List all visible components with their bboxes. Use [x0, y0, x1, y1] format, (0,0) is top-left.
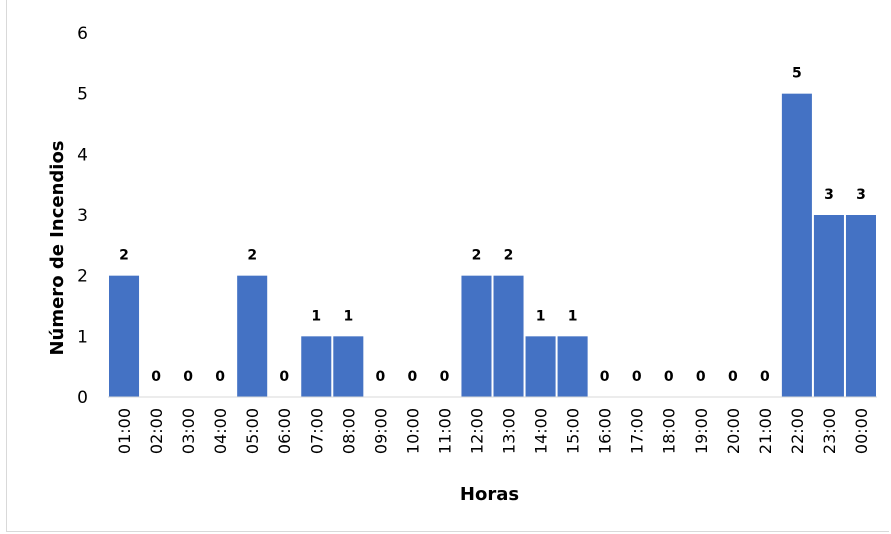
- data-label: 0: [664, 369, 674, 385]
- y-tick-label: 5: [77, 85, 88, 105]
- data-label: 1: [568, 308, 578, 324]
- x-tick-label: 00:00: [852, 408, 871, 454]
- data-label: 3: [856, 187, 866, 203]
- x-tick-label: 22:00: [788, 408, 807, 454]
- bar: [493, 275, 524, 397]
- data-label: 1: [343, 308, 353, 324]
- data-labels: 2 0 0 0 2 0 1 1 0 0 0 2 2 1 1 0 0 0 0 0 0 5 3 3: [119, 66, 866, 385]
- x-axis-ticks: 01:00 02:00 03:00 04:00 05:00 06:00 07:00 08:00…: [115, 408, 871, 454]
- x-tick-label: 10:00: [403, 408, 422, 454]
- data-label: 2: [504, 248, 514, 264]
- x-tick-label: 04:00: [211, 408, 230, 454]
- data-label: 1: [311, 308, 321, 324]
- data-label: 0: [632, 369, 642, 385]
- x-tick-label: 02:00: [147, 408, 166, 454]
- y-tick-label: 2: [77, 267, 88, 287]
- bar: [557, 336, 588, 397]
- bar: [781, 93, 812, 398]
- data-label: 0: [760, 369, 770, 385]
- data-label: 0: [215, 369, 225, 385]
- y-tick-label: 1: [77, 327, 88, 347]
- data-label: 2: [472, 248, 482, 264]
- bar: [525, 336, 556, 397]
- x-tick-label: 16:00: [596, 408, 615, 454]
- data-label: 0: [183, 369, 193, 385]
- x-tick-label: 15:00: [564, 408, 583, 454]
- x-tick-label: 09:00: [371, 408, 390, 454]
- x-tick-label: 17:00: [628, 408, 647, 454]
- bar: [813, 215, 844, 397]
- bar: [461, 275, 492, 397]
- x-tick-label: 03:00: [179, 408, 198, 454]
- x-tick-label: 11:00: [435, 408, 454, 454]
- x-tick-label: 14:00: [532, 408, 551, 454]
- bar: [109, 275, 140, 397]
- data-label: 3: [824, 187, 834, 203]
- data-label: 5: [792, 66, 802, 82]
- y-axis-title: Número de Incendios: [47, 140, 68, 355]
- x-tick-label: 06:00: [275, 408, 294, 454]
- x-tick-label: 18:00: [660, 408, 679, 454]
- data-label: 0: [151, 369, 161, 385]
- data-label: 0: [728, 369, 738, 385]
- bar: [237, 275, 268, 397]
- x-tick-label: 05:00: [243, 408, 262, 454]
- data-label: 0: [696, 369, 706, 385]
- x-tick-label: 08:00: [339, 408, 358, 454]
- x-tick-label: 23:00: [820, 408, 839, 454]
- y-axis-ticks: 0 1 2 3 4 5 6: [77, 24, 88, 408]
- bars: [109, 93, 876, 398]
- x-axis-title: Horas: [460, 484, 519, 505]
- data-label: 2: [247, 248, 257, 264]
- bar: [333, 336, 364, 397]
- x-tick-label: 13:00: [500, 408, 519, 454]
- data-label: 0: [375, 369, 385, 385]
- y-tick-label: 3: [77, 206, 88, 226]
- x-tick-label: 07:00: [307, 408, 326, 454]
- x-tick-label: 12:00: [467, 408, 486, 454]
- bar: [301, 336, 332, 397]
- data-label: 1: [536, 308, 546, 324]
- data-label: 0: [600, 369, 610, 385]
- y-tick-label: 4: [77, 145, 88, 165]
- y-tick-label: 0: [77, 388, 88, 408]
- data-label: 2: [119, 248, 129, 264]
- data-label: 0: [440, 369, 450, 385]
- x-tick-label: 19:00: [692, 408, 711, 454]
- y-tick-label: 6: [77, 24, 88, 44]
- chart-frame: [6, 0, 889, 532]
- x-tick-label: 20:00: [724, 408, 743, 454]
- x-tick-label: 01:00: [115, 408, 134, 454]
- data-label: 0: [279, 369, 289, 385]
- x-tick-label: 21:00: [756, 408, 775, 454]
- data-label: 0: [408, 369, 418, 385]
- bar: [845, 215, 876, 397]
